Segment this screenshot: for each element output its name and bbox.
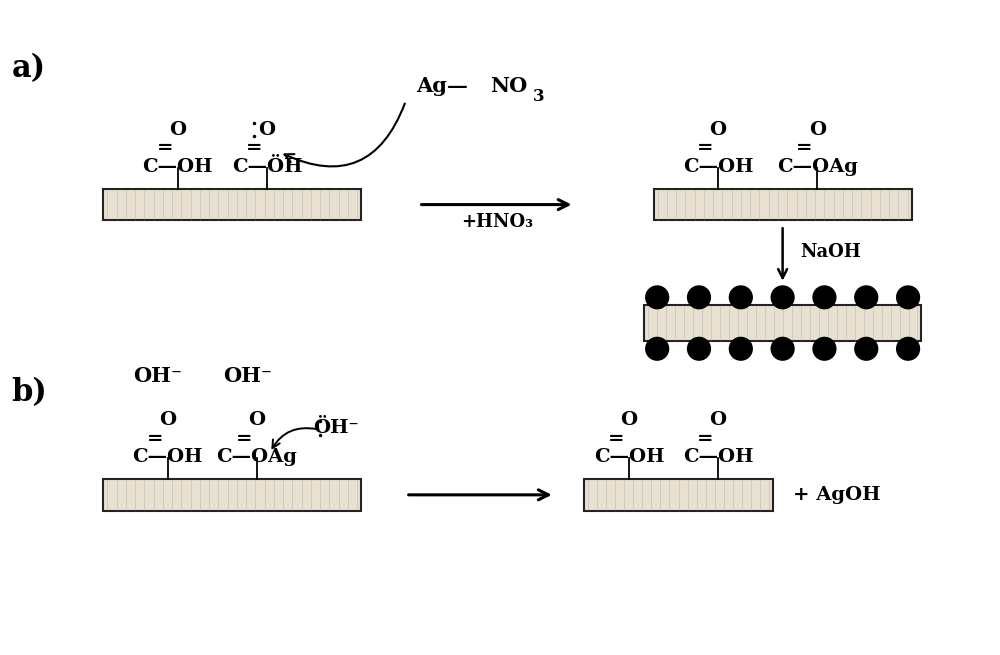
Text: C—OH: C—OH [594,448,664,466]
Text: C—OH: C—OH [683,448,753,466]
Circle shape [729,286,752,309]
Circle shape [729,337,752,360]
Text: C—OAg: C—OAg [217,448,297,466]
Text: NO: NO [490,76,527,96]
Circle shape [771,337,794,360]
Text: + AgOH: + AgOH [793,486,880,504]
Text: =: = [157,140,173,157]
Text: =: = [246,140,262,157]
Circle shape [897,337,919,360]
Bar [584,479,773,511]
Text: Ag: Ag [416,76,447,96]
Text: =: = [697,140,714,157]
Text: =: = [697,430,714,447]
Text: =: = [147,430,163,447]
Circle shape [813,337,836,360]
Text: O: O [620,411,637,429]
Bar [103,479,361,511]
Text: O: O [169,121,186,139]
Text: O: O [258,121,276,139]
Text: O: O [809,121,826,139]
Text: +HNO₃: +HNO₃ [461,214,533,231]
Text: O: O [248,411,266,429]
Bar [644,305,921,341]
Text: O: O [710,121,727,139]
Text: OH⁻: OH⁻ [133,366,182,386]
Circle shape [646,286,669,309]
Text: a): a) [12,53,46,84]
Text: —: — [447,76,468,96]
Circle shape [855,286,878,309]
Circle shape [688,337,710,360]
Text: O: O [159,411,176,429]
Text: C—OH: C—OH [142,158,213,176]
Text: =: = [608,430,624,447]
Text: ÖH⁻: ÖH⁻ [314,419,359,437]
Text: C—OH: C—OH [683,158,753,176]
Text: 3: 3 [533,88,544,105]
Circle shape [897,286,919,309]
Text: b): b) [11,377,47,407]
Circle shape [771,286,794,309]
Circle shape [855,337,878,360]
Circle shape [646,337,669,360]
Circle shape [813,286,836,309]
Bar [103,189,361,220]
FancyArrowPatch shape [272,428,317,448]
Bar [654,189,912,220]
Text: O: O [710,411,727,429]
Text: C—ÖH: C—ÖH [232,158,302,176]
Text: =: = [796,140,813,157]
Text: =: = [236,430,252,447]
Circle shape [688,286,710,309]
Text: NaOH: NaOH [800,243,861,261]
Text: OH⁻: OH⁻ [223,366,272,386]
FancyArrowPatch shape [284,103,405,166]
Text: C—OAg: C—OAg [777,158,858,176]
Text: C—OH: C—OH [133,448,203,466]
